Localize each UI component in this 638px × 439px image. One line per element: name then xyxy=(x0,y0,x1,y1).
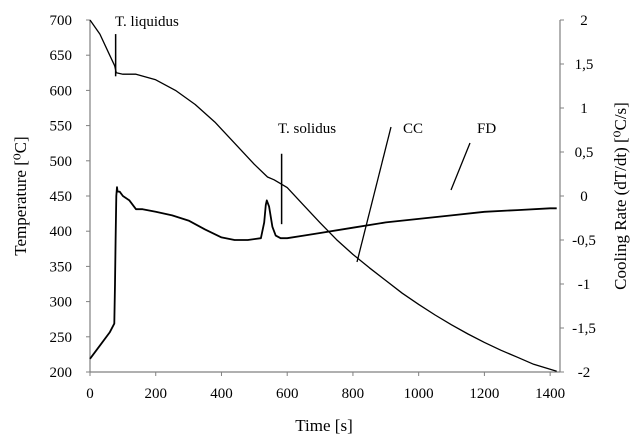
x-tick-label: 200 xyxy=(144,386,167,402)
fd-label: FD xyxy=(477,121,496,137)
x-tick-label: 1200 xyxy=(469,386,499,402)
x-tick-label: 400 xyxy=(210,386,233,402)
x-tick-label: 800 xyxy=(342,386,365,402)
annotations: T. liquidus T. solidus CC FD xyxy=(114,14,496,263)
y-right-tick-label: 1 xyxy=(580,101,588,117)
fd-leader-line xyxy=(450,142,471,191)
x-tick-label: 600 xyxy=(276,386,299,402)
liquidus-label: T. liquidus xyxy=(115,14,179,30)
y-left-tick-label: 700 xyxy=(50,13,73,29)
y-right-tick-label: 2 xyxy=(580,13,588,29)
x-axis-title: Time [s] xyxy=(295,416,352,435)
y-right-tick-label: 1,5 xyxy=(575,57,594,73)
cc-label: CC xyxy=(403,121,423,137)
x-tick-label: 0 xyxy=(86,386,94,402)
y-left-tick-label: 600 xyxy=(50,83,73,99)
y-left-tick-label: 550 xyxy=(50,119,73,135)
y-right-tick-label: -0,5 xyxy=(572,233,596,249)
y-right-axis-title: Cooling Rate (dT/dt) [⁰C/s] xyxy=(611,102,630,290)
y-left-axis-title: Temperature [⁰C] xyxy=(11,136,30,255)
y-left-tick-label: 450 xyxy=(50,189,73,205)
y-right-tick-label: 0 xyxy=(580,189,588,205)
y-right-tick-label: -1,5 xyxy=(572,321,596,337)
x-tick-label: 1400 xyxy=(535,386,565,402)
tick-labels: 0 200 400 600 800 1000 1200 1400 200 250 300 350 400… xyxy=(50,13,596,402)
y-left-tick-label: 350 xyxy=(50,259,73,275)
solidus-label: T. solidus xyxy=(278,121,336,137)
axes xyxy=(89,20,561,373)
y-left-tick-label: 400 xyxy=(50,224,73,240)
y-left-tick-label: 300 xyxy=(50,295,73,311)
y-right-tick-label: -2 xyxy=(578,365,591,381)
y-left-tick-label: 250 xyxy=(50,330,73,346)
cooling-rate-curve xyxy=(89,186,557,360)
y-left-tick-label: 650 xyxy=(50,48,73,64)
cc-leader-line xyxy=(356,126,392,263)
y-right-tick-label: -1 xyxy=(578,277,591,293)
y-left-tick-label: 500 xyxy=(50,154,73,170)
data-curves xyxy=(89,19,557,372)
temperature-curve xyxy=(89,19,557,372)
x-tick-label: 1000 xyxy=(404,386,434,402)
y-left-tick-label: 200 xyxy=(50,365,73,381)
y-right-tick-label: 0,5 xyxy=(575,145,594,161)
